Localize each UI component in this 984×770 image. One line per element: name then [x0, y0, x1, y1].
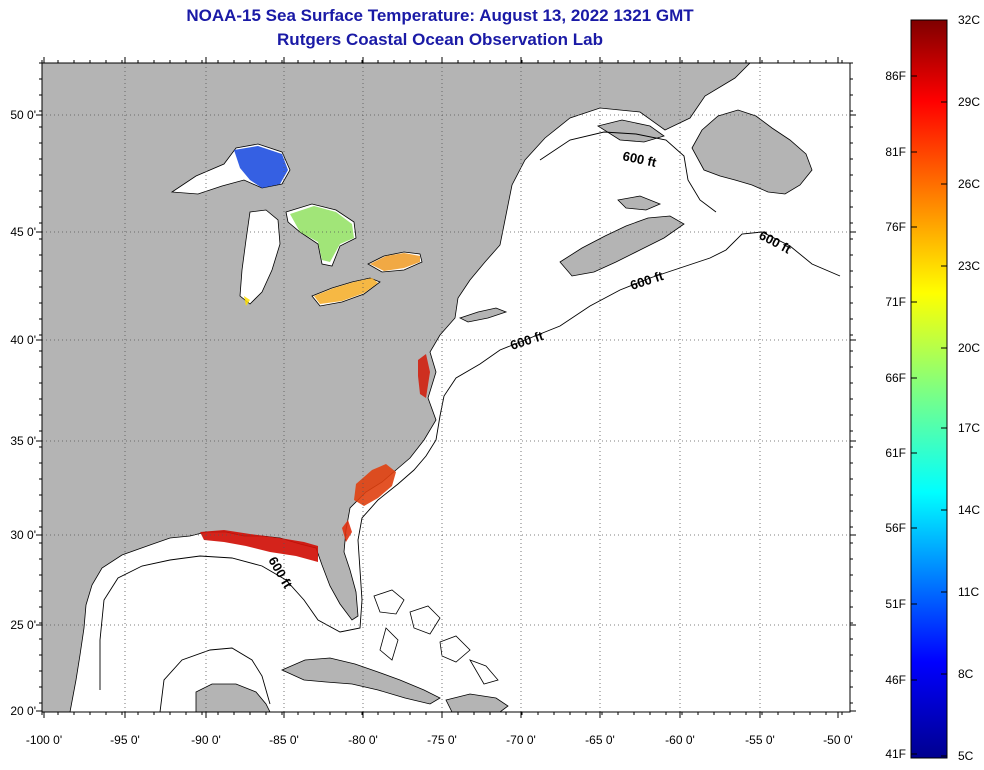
colorbar — [910, 19, 948, 759]
colorbar-label-f-51: 51F — [885, 597, 906, 611]
sst-carolina-coast — [354, 464, 396, 506]
colorbar-label-f-46: 46F — [885, 673, 906, 687]
colorbar-label-f-81: 81F — [885, 145, 906, 159]
sst-lake-michigan-warm — [244, 296, 250, 306]
map-title: NOAA-15 Sea Surface Temperature: August … — [186, 6, 694, 25]
lon-label-60: -60 0' — [665, 733, 695, 747]
sst-lake-huron — [290, 206, 354, 262]
land-north-america — [42, 63, 751, 712]
colorbar-label-f-76: 76F — [885, 220, 906, 234]
sst-lake-erie — [314, 278, 378, 304]
lat-label-20: 20 0' — [10, 704, 36, 718]
colorbar-label-f-66: 66F — [885, 371, 906, 385]
land-long-island — [458, 307, 508, 323]
lon-label-55: -55 0' — [745, 733, 775, 747]
lat-label-25: 25 0' — [10, 618, 36, 632]
colorbar-ticks — [911, 19, 947, 757]
lat-label-40: 40 0' — [10, 333, 36, 347]
colorbar-label-f-41: 41F — [885, 747, 906, 761]
colorbar-label-c-14: 14C — [958, 503, 981, 517]
colorbar-label-c-23: 23C — [958, 259, 981, 273]
land-newfoundland — [691, 109, 813, 195]
colorbar-label-f-61: 61F — [885, 446, 906, 460]
lon-label-90: -90 0' — [191, 733, 221, 747]
axis-ticks — [36, 57, 856, 718]
colorbar-label-c-8: 8C — [958, 667, 974, 681]
lon-label-75: -75 0' — [427, 733, 457, 747]
lon-label-70: -70 0' — [506, 733, 536, 747]
lon-label-85: -85 0' — [269, 733, 299, 747]
colorbar-label-f-86: 86F — [885, 69, 906, 83]
contour-label-gulf-st-lawrence: 600 ft — [621, 148, 658, 170]
lat-label-30: 30 0' — [10, 528, 36, 542]
land-hispaniola — [445, 693, 509, 712]
lon-label-80: -80 0' — [348, 733, 378, 747]
lat-label-45: 45 0' — [10, 225, 36, 239]
map-subtitle: Rutgers Coastal Ocean Observation Lab — [277, 30, 603, 49]
sst-chesapeake — [418, 354, 430, 398]
land-pei — [617, 195, 662, 211]
land-yucatan — [195, 683, 271, 712]
lat-label-35: 35 0' — [10, 434, 36, 448]
lon-label-95: -95 0' — [110, 733, 140, 747]
sst-lake-superior-cold — [234, 146, 288, 188]
colorbar-label-f-71: 71F — [885, 295, 906, 309]
sst-lake-ontario — [370, 253, 420, 271]
colorbar-label-c-26: 26C — [958, 177, 981, 191]
colorbar-label-c-32: 32C — [958, 13, 981, 27]
contour-600ft-gulf-st-lawrence — [539, 131, 717, 213]
lon-label-65: -65 0' — [585, 733, 615, 747]
colorbar-label-c-17: 17C — [958, 421, 981, 435]
lat-label-50: 50 0' — [10, 108, 36, 122]
lon-label-50: -50 0' — [823, 733, 853, 747]
land-cuba — [281, 657, 441, 705]
colorbar-label-c-11: 11C — [958, 585, 980, 599]
sst-gulf-coast — [200, 530, 318, 562]
plot-frame — [41, 62, 851, 713]
colorbar-label-f-56: 56F — [885, 521, 906, 535]
lake-michigan — [239, 209, 281, 305]
graticule — [42, 63, 850, 712]
lon-label-100: -100 0' — [25, 733, 63, 747]
land-nova-scotia — [559, 215, 685, 277]
sst-florida-east — [342, 520, 352, 542]
colorbar-label-c-20: 20C — [958, 341, 981, 355]
colorbar-label-c-5: 5C — [958, 749, 974, 763]
contour-600ft-gulf-west — [159, 647, 271, 712]
land-bahamas — [373, 589, 499, 685]
colorbar-label-c-29: 29C — [958, 95, 981, 109]
contour-600ft — [99, 231, 841, 690]
